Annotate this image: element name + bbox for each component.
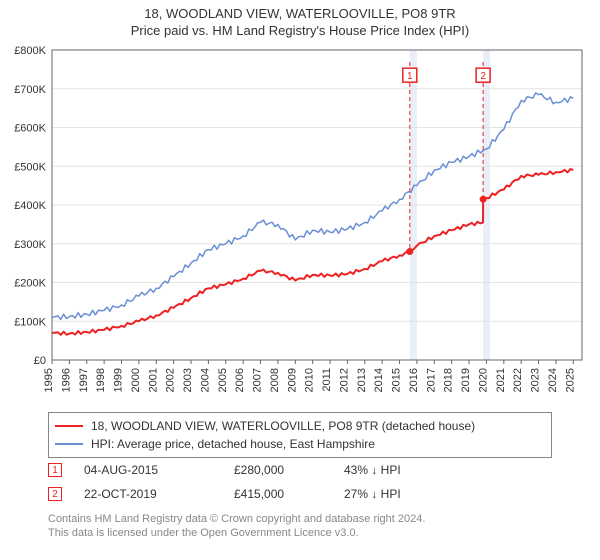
svg-text:2006: 2006 (234, 368, 246, 392)
chart-subtitle: Price paid vs. HM Land Registry's House … (0, 21, 600, 38)
chart-container: 18, WOODLAND VIEW, WATERLOOVILLE, PO8 9T… (0, 0, 600, 560)
svg-text:2004: 2004 (199, 368, 211, 392)
legend: 18, WOODLAND VIEW, WATERLOOVILLE, PO8 9T… (48, 412, 552, 458)
svg-text:2025: 2025 (564, 368, 576, 392)
svg-text:2009: 2009 (286, 368, 298, 392)
table-row: 1 04-AUG-2015 £280,000 43% ↓ HPI (48, 458, 552, 482)
legend-label-hpi: HPI: Average price, detached house, East… (91, 437, 375, 451)
footer-line2: This data is licensed under the Open Gov… (48, 526, 552, 540)
svg-text:2003: 2003 (182, 368, 194, 392)
svg-text:£500K: £500K (14, 161, 46, 173)
svg-text:£700K: £700K (14, 84, 46, 96)
svg-text:£0: £0 (34, 355, 46, 367)
svg-text:£300K: £300K (14, 239, 46, 251)
svg-text:2017: 2017 (425, 368, 437, 392)
sale-marker-2: 2 (48, 487, 62, 501)
svg-text:2022: 2022 (512, 368, 524, 392)
legend-swatch-property (55, 425, 83, 427)
svg-text:1: 1 (407, 71, 413, 82)
svg-text:£800K: £800K (14, 45, 46, 57)
svg-text:2012: 2012 (338, 368, 350, 392)
svg-text:2014: 2014 (373, 368, 385, 392)
footer-line1: Contains HM Land Registry data © Crown c… (48, 512, 552, 526)
legend-item-property: 18, WOODLAND VIEW, WATERLOOVILLE, PO8 9T… (55, 417, 545, 435)
svg-text:2011: 2011 (321, 368, 333, 392)
svg-text:£600K: £600K (14, 123, 46, 135)
svg-text:2015: 2015 (391, 368, 403, 392)
chart-svg: £0 £100K £200K £300K £400K £500K £600K £700K £80… (0, 44, 600, 404)
svg-text:2019: 2019 (460, 368, 472, 392)
svg-text:1999: 1999 (113, 368, 125, 392)
svg-text:2001: 2001 (147, 368, 159, 392)
svg-text:£100K: £100K (14, 316, 46, 328)
svg-text:2007: 2007 (252, 368, 264, 392)
svg-text:2: 2 (480, 71, 486, 82)
legend-label-property: 18, WOODLAND VIEW, WATERLOOVILLE, PO8 9T… (91, 419, 475, 433)
sale-marker-1: 1 (48, 463, 62, 477)
svg-text:1998: 1998 (95, 368, 107, 392)
table-row: 2 22-OCT-2019 £415,000 27% ↓ HPI (48, 482, 552, 506)
chart-area: £0 £100K £200K £300K £400K £500K £600K £700K £80… (0, 44, 600, 404)
legend-swatch-hpi (55, 443, 83, 445)
svg-text:2013: 2013 (356, 368, 368, 392)
svg-text:2020: 2020 (477, 368, 489, 392)
svg-text:£400K: £400K (14, 200, 46, 212)
legend-item-hpi: HPI: Average price, detached house, East… (55, 435, 545, 453)
svg-text:2008: 2008 (269, 368, 281, 392)
sale-pct: 27% ↓ HPI (344, 487, 464, 501)
chart-title: 18, WOODLAND VIEW, WATERLOOVILLE, PO8 9T… (0, 0, 600, 21)
sale-price: £415,000 (234, 487, 344, 501)
svg-text:2018: 2018 (443, 368, 455, 392)
svg-text:1995: 1995 (43, 368, 55, 392)
svg-text:2021: 2021 (495, 368, 507, 392)
svg-text:1997: 1997 (78, 368, 90, 392)
svg-text:2010: 2010 (304, 368, 316, 392)
svg-text:2000: 2000 (130, 368, 142, 392)
sale-price: £280,000 (234, 463, 344, 477)
sales-table: 1 04-AUG-2015 £280,000 43% ↓ HPI 2 22-OC… (48, 458, 552, 506)
svg-text:2023: 2023 (530, 368, 542, 392)
sale-date: 22-OCT-2019 (84, 487, 234, 501)
svg-text:2002: 2002 (165, 368, 177, 392)
sale-date: 04-AUG-2015 (84, 463, 234, 477)
svg-text:1996: 1996 (60, 368, 72, 392)
sale-pct: 43% ↓ HPI (344, 463, 464, 477)
footer: Contains HM Land Registry data © Crown c… (48, 512, 552, 541)
svg-text:2024: 2024 (547, 368, 559, 392)
svg-text:2016: 2016 (408, 368, 420, 392)
svg-text:£200K: £200K (14, 278, 46, 290)
svg-text:2005: 2005 (217, 368, 229, 392)
